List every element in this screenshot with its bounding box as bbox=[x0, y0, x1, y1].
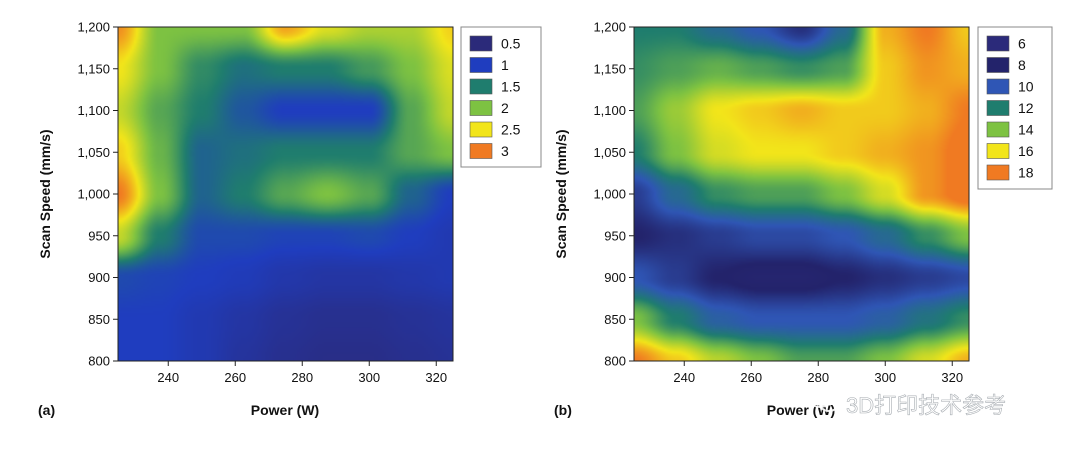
legend-swatch bbox=[469, 143, 493, 159]
panel-label-a: (a) bbox=[38, 402, 55, 418]
legend-swatch bbox=[986, 164, 1010, 181]
x-tick-label: 320 bbox=[941, 370, 963, 385]
legend-label: 2.5 bbox=[501, 122, 521, 138]
watermark-text: 3D打印技术参考 bbox=[846, 393, 1006, 418]
wechat-logo-icon bbox=[808, 388, 839, 412]
legend-label: 0.5 bbox=[501, 36, 521, 52]
x-tick-label: 240 bbox=[157, 370, 179, 385]
y-tick-label: 900 bbox=[604, 270, 626, 285]
y-ticks-a: 800 850 900 950 1,000 1,050 1,100 1,150 1,200 bbox=[77, 20, 118, 369]
y-tick-label: 1,200 bbox=[77, 20, 110, 35]
y-tick-label: 900 bbox=[88, 270, 110, 285]
x-tick-label: 260 bbox=[740, 370, 762, 385]
x-tick-label: 240 bbox=[673, 370, 695, 385]
x-tick-label: 280 bbox=[807, 370, 829, 385]
y-axis-title-a: Scan Speed (mm/s) bbox=[37, 129, 53, 258]
legend-label: 2 bbox=[501, 100, 509, 116]
y-tick-label: 1,100 bbox=[593, 103, 626, 118]
legend-swatch bbox=[986, 143, 1010, 159]
legend-a: 0.5 1 1.5 2 2.5 3 bbox=[460, 26, 542, 168]
y-tick-label: 1,050 bbox=[593, 145, 626, 160]
panel-a: 240 260 280 300 320 800 850 900 950 1,000 1,050 1,… bbox=[37, 20, 542, 418]
panel-b: 240 260 280 300 320 800 850 900 950 1,000 1,050 1,… bbox=[553, 20, 1053, 418]
y-ticks-b: 800 850 900 950 1,000 1,050 1,100 1,150 1,200 bbox=[593, 20, 634, 369]
legend-swatch bbox=[469, 78, 493, 95]
legend-swatch bbox=[469, 100, 493, 116]
legend-swatch bbox=[986, 121, 1010, 138]
y-tick-label: 1,100 bbox=[77, 103, 110, 118]
legend-label: 14 bbox=[1018, 122, 1034, 138]
legend-swatch bbox=[986, 100, 1010, 116]
legend-label: 12 bbox=[1018, 100, 1034, 116]
y-tick-label: 1,150 bbox=[593, 61, 626, 76]
legend-label: 18 bbox=[1018, 165, 1034, 181]
x-tick-label: 300 bbox=[874, 370, 896, 385]
y-tick-label: 850 bbox=[604, 312, 626, 327]
legend-label: 16 bbox=[1018, 143, 1034, 159]
panel-label-b: (b) bbox=[554, 402, 572, 418]
legend-label: 1.5 bbox=[501, 79, 521, 95]
y-tick-label: 850 bbox=[88, 312, 110, 327]
legend-label: 8 bbox=[1018, 57, 1026, 73]
legend-label: 1 bbox=[501, 57, 509, 73]
x-tick-label: 300 bbox=[358, 370, 380, 385]
y-tick-label: 950 bbox=[88, 228, 110, 243]
legend-b: 6 8 10 12 14 16 18 bbox=[977, 26, 1053, 190]
legend-swatch bbox=[986, 57, 1010, 73]
y-tick-label: 800 bbox=[604, 354, 626, 369]
y-tick-label: 1,000 bbox=[593, 187, 626, 202]
legend-swatch bbox=[986, 78, 1010, 95]
x-tick-label: 280 bbox=[291, 370, 313, 385]
x-ticks-b: 240 260 280 300 320 bbox=[673, 361, 963, 385]
legend-label: 3 bbox=[501, 143, 509, 159]
legend-label: 10 bbox=[1018, 79, 1034, 95]
x-ticks-a: 240 260 280 300 320 bbox=[157, 361, 447, 385]
y-tick-label: 800 bbox=[88, 354, 110, 369]
x-axis-title-a: Power (W) bbox=[251, 402, 319, 418]
y-tick-label: 1,150 bbox=[77, 61, 110, 76]
heatmap-a bbox=[118, 27, 453, 361]
watermark: 3D打印技术参考 bbox=[808, 388, 1006, 418]
y-tick-label: 1,200 bbox=[593, 20, 626, 35]
y-tick-label: 1,050 bbox=[77, 145, 110, 160]
x-tick-label: 320 bbox=[425, 370, 447, 385]
legend-swatch bbox=[469, 121, 493, 138]
x-tick-label: 260 bbox=[224, 370, 246, 385]
heatmap-b bbox=[634, 27, 969, 361]
y-tick-label: 1,000 bbox=[77, 187, 110, 202]
legend-swatch bbox=[469, 57, 493, 73]
y-tick-label: 950 bbox=[604, 228, 626, 243]
legend-swatch bbox=[469, 35, 493, 52]
legend-swatch bbox=[986, 35, 1010, 52]
y-axis-title-b: Scan Speed (mm/s) bbox=[553, 129, 569, 258]
legend-label: 6 bbox=[1018, 36, 1026, 52]
